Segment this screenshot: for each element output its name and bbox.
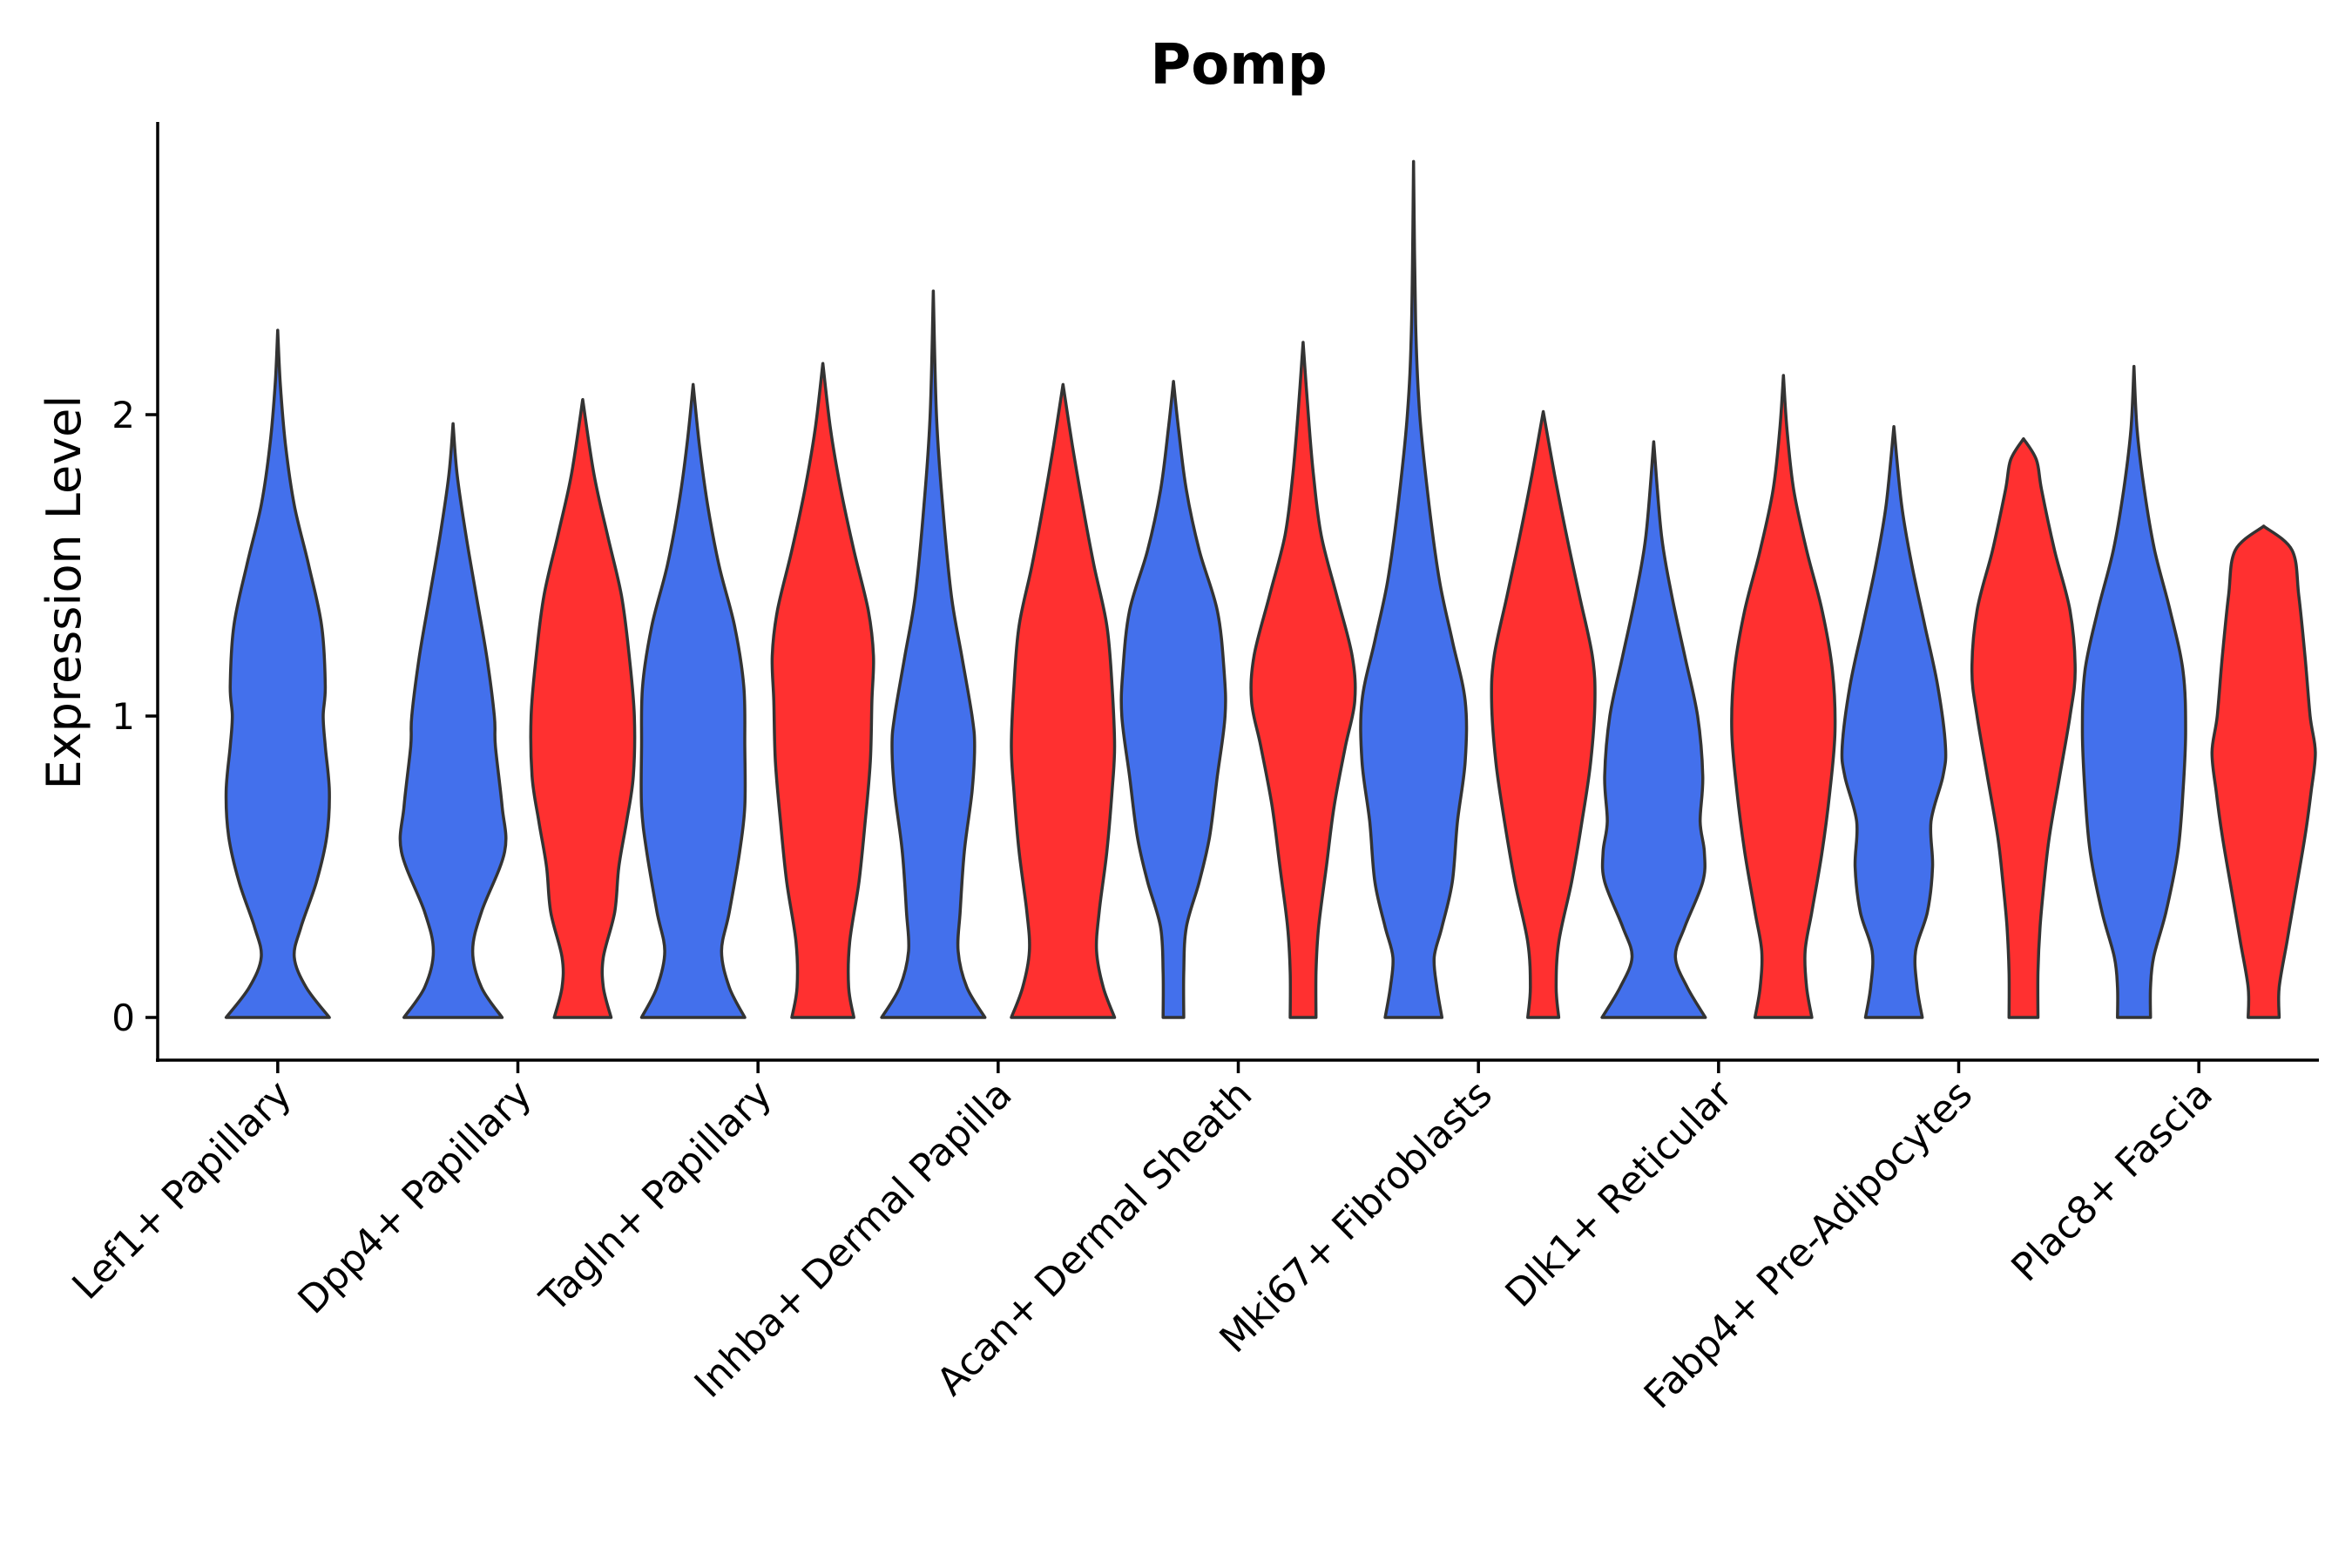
plot-area [224, 159, 2317, 1019]
chart-title: Pomp [1150, 33, 1327, 98]
violin-group2-2 [529, 397, 637, 1019]
x-tick-label: Tagln+ Papillary [531, 1072, 781, 1321]
violin-group2-5 [1249, 341, 1357, 1019]
violin-group1-9 [2080, 364, 2187, 1019]
violin-group1-7 [1600, 440, 1707, 1019]
violin-group1-4 [880, 289, 987, 1019]
x-tick-label: Plac8+ Fascia [2003, 1072, 2221, 1291]
violin-group1-2 [398, 422, 508, 1019]
x-tick-label: Dlk1+ Reticular [1497, 1071, 1742, 1316]
violin-group2-4 [1010, 382, 1117, 1019]
violin-group2-9 [2210, 524, 2317, 1019]
y-ticks: 0 1 2 [112, 394, 158, 1039]
x-tick-label: Mki67+ Fibroblasts [1212, 1072, 1501, 1362]
violin-group1-1 [224, 328, 331, 1019]
violin-group2-7 [1730, 374, 1837, 1019]
y-tick-label: 0 [112, 997, 135, 1039]
y-axis-label: Expression Level [37, 395, 91, 790]
x-tick-label: Lef1+ Papillary [64, 1072, 301, 1308]
violin-group2-6 [1490, 409, 1597, 1019]
violin-group2-3 [770, 362, 875, 1019]
x-tick-label: Dpp4+ Papillary [290, 1072, 541, 1323]
violin-group1-5 [1119, 380, 1227, 1019]
violin-group1-3 [639, 382, 747, 1019]
y-tick-label: 2 [112, 394, 135, 436]
violin-group1-6 [1359, 159, 1469, 1019]
violin-group1-8 [1840, 425, 1948, 1019]
violin-group2-8 [1970, 436, 2077, 1019]
y-tick-label: 1 [112, 695, 135, 738]
